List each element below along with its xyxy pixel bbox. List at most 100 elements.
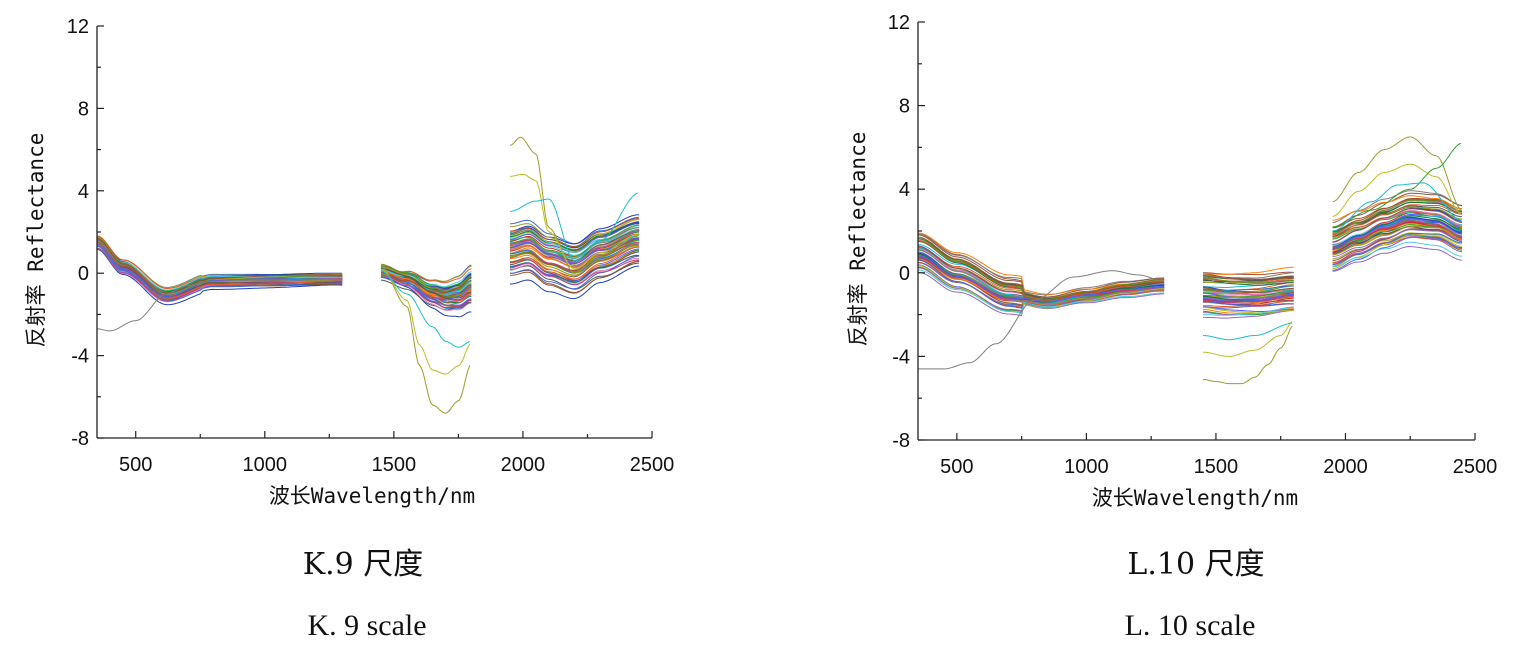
spectrum-outlier-line xyxy=(1332,163,1462,217)
spectrum-line xyxy=(1332,229,1463,257)
spectrum-line xyxy=(917,234,1165,298)
spectrum-line xyxy=(1202,306,1294,312)
x-tick-label: 1500 xyxy=(372,454,417,476)
spectrum-outlier-line xyxy=(380,270,471,348)
spectrum-line xyxy=(917,245,1165,301)
spectrum-line xyxy=(1202,277,1294,284)
spectrum-line xyxy=(917,238,1165,300)
y-tick-label: 8 xyxy=(78,98,89,120)
spectrum-outlier-line xyxy=(1202,322,1293,341)
spectrum-outlier-line xyxy=(509,192,639,262)
spectrum-line xyxy=(1332,241,1463,268)
x-tick-label: 2000 xyxy=(1323,456,1368,478)
x-tick-label: 2500 xyxy=(630,454,675,476)
spectrum-line xyxy=(1202,288,1294,295)
spectrum-outlier-line xyxy=(1332,182,1462,232)
spectrum-line xyxy=(509,222,640,249)
spectrum-line xyxy=(509,255,640,290)
axis-ticks: -8 -4 0 4 8 12 500 1000 1500 2000 2500 xyxy=(888,12,1498,478)
spectrum-line xyxy=(96,248,343,306)
spectrum-line xyxy=(1202,266,1294,275)
spectrum-outlier-line xyxy=(96,278,341,332)
y-tick-label: 8 xyxy=(899,96,910,118)
x-tick-label: 1000 xyxy=(243,454,288,476)
spectrum-line xyxy=(1332,226,1463,255)
x-axis-title: 波长Wavelength/nm xyxy=(1092,486,1298,510)
caption-chinese: K.9 尺度 xyxy=(303,547,424,582)
y-tick-label: -8 xyxy=(892,430,910,452)
y-axis-title: 反射率 Reflectance xyxy=(24,133,48,348)
spectrum-line xyxy=(1202,273,1294,280)
chart-panel-l10: -8 -4 0 4 8 12 500 1000 1500 2000 2500 波长Wavelengt… xyxy=(846,12,1497,642)
spectrum-line xyxy=(509,224,640,258)
x-tick-label: 2000 xyxy=(501,454,546,476)
spectrum-line xyxy=(917,258,1165,303)
spectrum-line xyxy=(917,264,1165,314)
spectrum-line xyxy=(1332,220,1463,250)
x-axis-title: 波长Wavelength/nm xyxy=(269,484,475,508)
spectral-curves xyxy=(917,136,1463,385)
spectrum-line xyxy=(381,266,472,288)
y-tick-label: 4 xyxy=(78,181,89,203)
spectrum-line xyxy=(1332,237,1463,271)
spectrum-line xyxy=(96,243,343,297)
spectrum-outlier-line xyxy=(509,136,639,274)
y-tick-label: -4 xyxy=(71,346,89,368)
spectrum-line xyxy=(1202,290,1294,299)
spectrum-outlier-line xyxy=(918,270,1163,370)
spectrum-line xyxy=(96,237,343,294)
spectrum-line xyxy=(1203,271,1294,276)
x-tick-label: 2500 xyxy=(1453,456,1498,478)
spectrum-line xyxy=(1332,232,1463,260)
spectrum-line xyxy=(917,257,1165,303)
spectrum-line xyxy=(1203,294,1294,298)
spectrum-line xyxy=(380,269,472,288)
spectrum-line xyxy=(1332,208,1463,243)
spectrum-line xyxy=(509,239,640,273)
spectrum-line xyxy=(1332,232,1463,266)
spectrum-line xyxy=(917,232,1165,295)
spectral-curves xyxy=(96,136,640,414)
spectrum-line xyxy=(380,263,472,292)
spectrum-line xyxy=(1203,301,1294,306)
spectrum-line xyxy=(509,243,640,278)
x-tick-label: 500 xyxy=(119,454,152,476)
spectrum-line xyxy=(1332,204,1463,236)
spectrum-line xyxy=(509,265,640,300)
spectrum-line xyxy=(509,238,640,272)
spectrum-outlier-line xyxy=(1332,142,1462,228)
spectrum-line xyxy=(380,271,472,303)
x-tick-label: 1000 xyxy=(1064,456,1109,478)
axis-ticks: -8 -4 0 4 8 12 500 1000 1500 2000 2500 xyxy=(67,16,675,476)
spectrum-line xyxy=(1202,307,1294,316)
y-tick-label: -4 xyxy=(892,346,910,368)
spectrum-line xyxy=(1332,192,1463,228)
y-tick-label: -8 xyxy=(71,428,89,450)
spectrum-line xyxy=(1202,279,1294,286)
spectrum-line xyxy=(380,272,472,309)
spectrum-line xyxy=(1332,246,1463,272)
spectrum-line xyxy=(380,274,472,309)
spectrum-line xyxy=(917,255,1165,303)
caption-english: L. 10 scale xyxy=(1125,609,1256,642)
spectrum-line xyxy=(380,276,472,301)
spectrum-outlier-line xyxy=(509,173,639,270)
caption-english: K. 9 scale xyxy=(307,609,426,642)
spectrum-outlier-line xyxy=(380,268,471,375)
spectrum-line xyxy=(1202,276,1294,282)
spectrum-line xyxy=(1202,293,1294,302)
spectrum-line xyxy=(1202,310,1294,319)
spectrum-line xyxy=(1202,294,1294,304)
x-tick-label: 500 xyxy=(940,456,973,478)
spectrum-line xyxy=(380,272,472,294)
spectrum-line xyxy=(917,233,1165,296)
spectrum-line xyxy=(1202,306,1294,314)
y-tick-label: 12 xyxy=(888,12,910,34)
spectrum-line xyxy=(509,246,640,280)
spectrum-line xyxy=(509,214,640,245)
y-axis-title: 反射率 Reflectance xyxy=(846,132,870,347)
spectrum-line xyxy=(1332,218,1463,249)
y-tick-label: 0 xyxy=(899,263,910,285)
spectrum-line xyxy=(509,242,640,276)
